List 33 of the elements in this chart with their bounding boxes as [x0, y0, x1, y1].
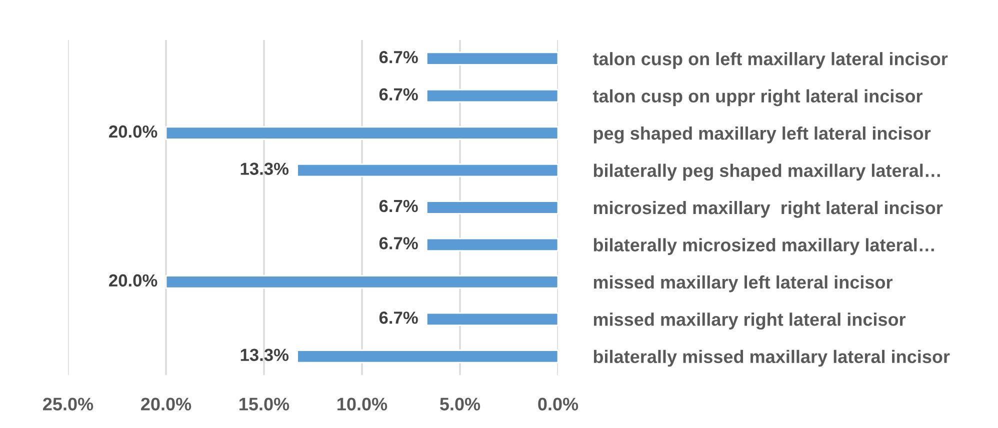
data-label: 6.7% — [379, 50, 418, 64]
y-tick-label: talon cusp on left maxillary lateral incisor — [592, 52, 948, 69]
y-tick-label: missed maxillary right lateral incisor — [594, 312, 906, 330]
data-label: 6.7% — [379, 312, 418, 324]
data-label: 13.3% — [240, 162, 289, 175]
x-tick-label: 0.0% — [538, 398, 578, 410]
y-tick-label: peg shaped maxillary left lateral incisor — [594, 126, 931, 144]
bar — [426, 238, 558, 252]
data-label: 6.7% — [379, 200, 418, 212]
x-tick-label: 15.0% — [240, 398, 290, 410]
y-tick-label: talon cusp on uppr right lateral incisor — [592, 89, 922, 106]
data-label: 20.0% — [109, 274, 158, 287]
data-label: 20.0% — [109, 125, 158, 138]
data-label: 6.7% — [379, 88, 418, 100]
data-label: 13.3% — [240, 348, 289, 362]
bar — [426, 312, 558, 326]
x-tick-label: 5.0% — [440, 398, 480, 410]
x-tick-label: 10.0% — [338, 398, 388, 410]
y-tick-label: bilaterally microsized maxillary lateral… — [594, 238, 934, 256]
bar — [426, 88, 558, 103]
bar — [296, 350, 558, 364]
bar — [426, 200, 558, 214]
bar — [165, 126, 558, 140]
bar — [296, 163, 558, 178]
x-tick-label: 25.0% — [43, 398, 94, 410]
x-tick-label: 20.0% — [141, 398, 192, 410]
y-tick-label: missed maxillary left lateral incisor — [594, 275, 893, 292]
y-tick-label: bilaterally peg shaped maxillary lateral… — [594, 164, 940, 181]
y-tick-label: bilaterally missed maxillary lateral incisor — [594, 350, 950, 367]
bar — [165, 275, 558, 289]
bar — [426, 52, 558, 66]
data-label: 6.7% — [379, 237, 418, 250]
y-tick-label: microsized maxillary right lateral incisor — [594, 200, 943, 218]
